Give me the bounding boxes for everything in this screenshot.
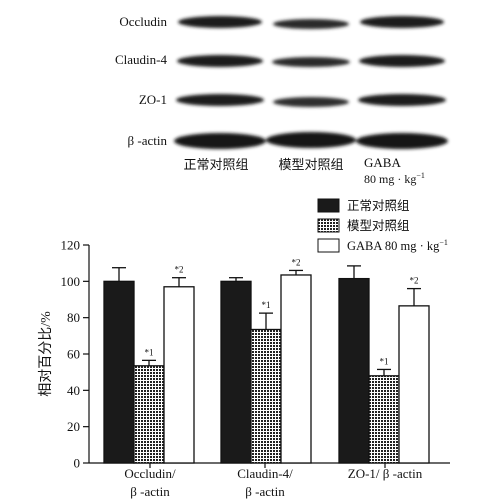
significance-mark: *2 bbox=[410, 276, 419, 286]
band-claudin4-normal bbox=[177, 55, 263, 67]
band-claudin4-model bbox=[272, 57, 350, 67]
legend-label-model: 模型对照组 bbox=[347, 219, 410, 233]
x-ticks bbox=[149, 463, 386, 468]
bar bbox=[250, 328, 282, 464]
chart-bars bbox=[103, 274, 430, 464]
y-axis-label: 相对百分比/% bbox=[38, 311, 54, 397]
lane-label-model: 模型对照组 bbox=[278, 157, 343, 172]
blot-bands bbox=[174, 16, 448, 149]
band-zo1-normal bbox=[176, 94, 264, 106]
band-actin-model bbox=[266, 132, 356, 148]
y-tick-label: 20 bbox=[67, 419, 80, 434]
lane-label-gaba: GABA bbox=[364, 155, 401, 170]
chart-axes: 0 20 40 60 80 100 120 相对百分比/% bbox=[38, 238, 450, 471]
x-category-label-line2: β -actin bbox=[130, 484, 170, 499]
significance-mark: *2 bbox=[175, 265, 184, 275]
blot-label-claudin4: Claudin-4 bbox=[115, 52, 167, 67]
band-claudin4-gaba bbox=[359, 55, 445, 67]
blot-label-occludin: Occludin bbox=[119, 14, 167, 29]
significance-mark: *1 bbox=[145, 347, 154, 357]
band-actin-gaba bbox=[356, 133, 448, 149]
legend: 正常对照组 模型对照组 GABA 80 mg · kg−1 bbox=[317, 198, 448, 253]
y-tick-label: 80 bbox=[67, 310, 80, 325]
lane-label-normal: 正常对照组 bbox=[183, 157, 248, 172]
y-tick-label: 100 bbox=[61, 274, 81, 289]
chart-error-bars bbox=[112, 265, 421, 376]
y-tick-label: 0 bbox=[74, 456, 81, 471]
legend-swatch-gaba bbox=[317, 238, 340, 253]
blot-label-beta-actin: β -actin bbox=[128, 133, 168, 148]
bar bbox=[103, 280, 135, 464]
legend-label-normal: 正常对照组 bbox=[347, 199, 410, 213]
legend-swatch-model bbox=[317, 218, 340, 233]
bar bbox=[133, 365, 165, 464]
lane-label-gaba-dose: 80 mg · kg−1 bbox=[364, 171, 425, 186]
y-tick-label: 120 bbox=[61, 238, 81, 253]
legend-label-gaba-text: GABA 80 mg · kg bbox=[347, 239, 440, 253]
legend-label-gaba-sup: −1 bbox=[439, 238, 448, 247]
blot-label-zo1: ZO-1 bbox=[139, 92, 167, 107]
bar bbox=[220, 280, 252, 464]
y-tick-label: 60 bbox=[67, 347, 80, 362]
legend-swatch-normal bbox=[317, 198, 340, 213]
band-occludin-normal bbox=[178, 16, 262, 28]
bar bbox=[398, 305, 430, 464]
chart-significance-marks: *1 *1 *1 *2 *2 *2 bbox=[145, 257, 419, 366]
legend-label-gaba: GABA 80 mg · kg−1 bbox=[347, 238, 448, 253]
significance-mark: *1 bbox=[262, 300, 271, 310]
significance-mark: *2 bbox=[292, 257, 301, 267]
band-zo1-gaba bbox=[358, 94, 446, 106]
band-occludin-gaba bbox=[360, 16, 444, 28]
bar bbox=[163, 286, 195, 464]
x-category-label: ZO-1/ β -actin bbox=[348, 466, 423, 481]
y-tick-label: 40 bbox=[67, 383, 80, 398]
lane-label-gaba-dose-sup: −1 bbox=[416, 171, 425, 180]
bar bbox=[280, 274, 312, 464]
western-blot-panel: Occludin Claudin-4 ZO-1 β -actin 正常对照组 模… bbox=[115, 14, 448, 186]
x-category-label: Claudin-4/ bbox=[237, 466, 293, 481]
x-category-labels: Occludin/β -actin Claudin-4/β -actin ZO-1/… bbox=[124, 466, 422, 499]
x-category-label: Occludin/ bbox=[124, 466, 176, 481]
band-zo1-model bbox=[273, 97, 349, 107]
bar bbox=[368, 375, 400, 464]
significance-mark: *1 bbox=[380, 356, 389, 366]
y-ticks: 0 20 40 60 80 100 120 bbox=[61, 238, 89, 471]
x-category-label-line2: β -actin bbox=[245, 484, 285, 499]
bar bbox=[338, 277, 370, 464]
band-occludin-model bbox=[273, 19, 349, 29]
band-actin-normal bbox=[174, 133, 266, 149]
lane-label-gaba-dose-text: 80 mg · kg bbox=[364, 172, 416, 186]
